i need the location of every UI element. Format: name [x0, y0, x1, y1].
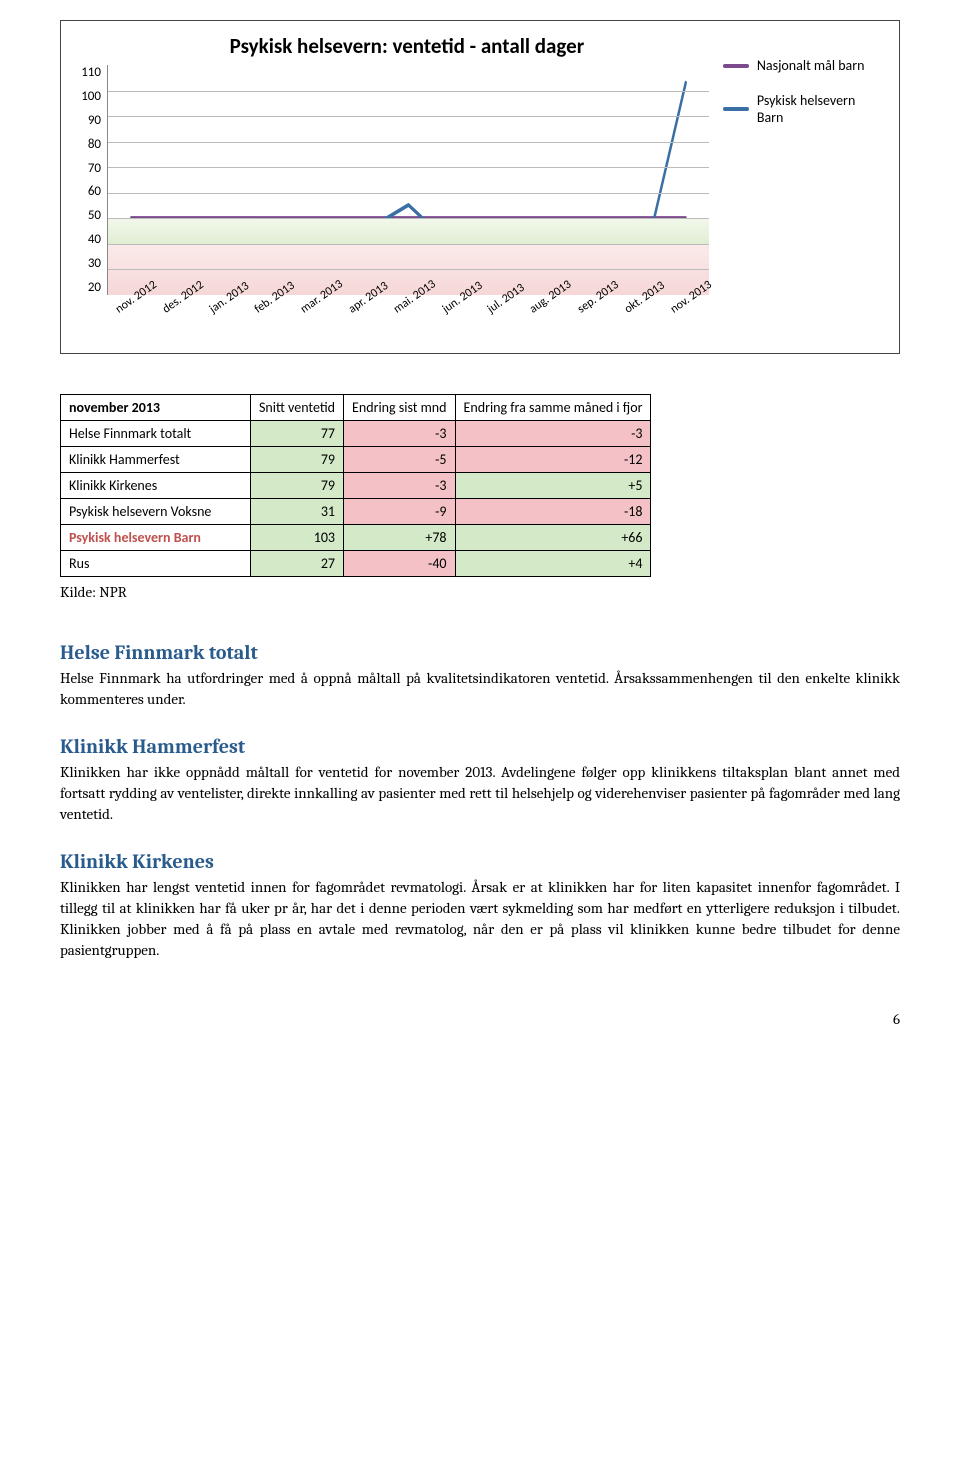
th-change-year: Endring fra samme måned i fjor	[455, 395, 651, 421]
cell: -40	[344, 551, 456, 577]
table-row: Klinikk Hammerfest79-5-12	[61, 447, 651, 473]
cell: +78	[344, 525, 456, 551]
cell: -3	[455, 421, 651, 447]
cell: -3	[344, 473, 456, 499]
chart-legend: Nasjonalt mål barn Psykisk helsevern Bar…	[723, 33, 885, 144]
grid-line	[108, 193, 709, 194]
x-axis: nov. 2012des. 2012jan. 2013feb. 2013mar.…	[107, 299, 709, 313]
row-label: Rus	[61, 551, 251, 577]
grid-line	[108, 91, 709, 92]
table-row: Psykisk helsevern Voksne31-9-18	[61, 499, 651, 525]
table-row: Klinikk Kirkenes79-3+5	[61, 473, 651, 499]
cell: 103	[251, 525, 344, 551]
legend-label: Psykisk helsevern Barn	[757, 92, 885, 126]
band-green	[108, 218, 709, 244]
y-axis: 110 100 90 80 70 60 50 40 30 20	[75, 65, 107, 295]
row-label: Helse Finnmark totalt	[61, 421, 251, 447]
section-body: Helse Finnmark ha utfordringer med å opp…	[60, 668, 900, 709]
y-tick: 100	[81, 89, 101, 104]
th-avg: Snitt ventetid	[251, 395, 344, 421]
cell: +4	[455, 551, 651, 577]
grid-line	[108, 116, 709, 117]
cell: 79	[251, 473, 344, 499]
table-row: Rus27-40+4	[61, 551, 651, 577]
table-body: Helse Finnmark totalt77-3-3Klinikk Hamme…	[61, 421, 651, 577]
legend-item: Nasjonalt mål barn	[723, 57, 885, 74]
cell: +66	[455, 525, 651, 551]
section-heading-hammerfest: Klinikk Hammerfest	[60, 735, 900, 758]
grid-line	[108, 269, 709, 270]
section-heading-kirkenes: Klinikk Kirkenes	[60, 850, 900, 873]
y-tick: 90	[88, 113, 101, 128]
legend-label: Nasjonalt mål barn	[757, 57, 865, 74]
waiting-time-table: november 2013 Snitt ventetid Endring sis…	[60, 394, 651, 577]
legend-swatch-0	[723, 64, 749, 68]
x-axis-wrap: nov. 2012des. 2012jan. 2013feb. 2013mar.…	[75, 299, 709, 343]
cell: -12	[455, 447, 651, 473]
cell: -3	[344, 421, 456, 447]
y-tick: 70	[88, 161, 101, 176]
cell: -5	[344, 447, 456, 473]
chart-container: Psykisk helsevern: ventetid - antall dag…	[60, 20, 900, 354]
th-change-month: Endring sist mnd	[344, 395, 456, 421]
cell: 31	[251, 499, 344, 525]
chart-plot-area: Psykisk helsevern: ventetid - antall dag…	[75, 33, 709, 343]
row-label: Psykisk helsevern Voksne	[61, 499, 251, 525]
y-tick: 60	[88, 184, 101, 199]
legend-swatch-1	[723, 107, 749, 111]
grid-line	[108, 218, 709, 219]
cell: -9	[344, 499, 456, 525]
th-period: november 2013	[61, 395, 251, 421]
section-body: Klinikken har lengst ventetid innen for …	[60, 877, 900, 960]
chart-title: Psykisk helsevern: ventetid - antall dag…	[105, 33, 709, 59]
table-row: Psykisk helsevern Barn103+78+66	[61, 525, 651, 551]
y-tick: 110	[81, 65, 101, 80]
row-label: Klinikk Kirkenes	[61, 473, 251, 499]
cell: 79	[251, 447, 344, 473]
source-label: Kilde: NPR	[60, 583, 900, 601]
grid-line	[108, 244, 709, 245]
y-tick: 30	[88, 256, 101, 271]
y-tick: 20	[88, 280, 101, 295]
plot-region	[107, 65, 709, 295]
grid-line	[108, 142, 709, 143]
section-heading-totalt: Helse Finnmark totalt	[60, 641, 900, 664]
y-tick: 50	[88, 208, 101, 223]
row-label: Psykisk helsevern Barn	[61, 525, 251, 551]
cell: 77	[251, 421, 344, 447]
cell: -18	[455, 499, 651, 525]
row-label: Klinikk Hammerfest	[61, 447, 251, 473]
y-tick: 80	[88, 137, 101, 152]
section-body: Klinikken har ikke oppnådd måltall for v…	[60, 762, 900, 824]
y-tick: 40	[88, 232, 101, 247]
plot-wrap: 110 100 90 80 70 60 50 40 30 20	[75, 65, 709, 295]
cell: 27	[251, 551, 344, 577]
table-header-row: november 2013 Snitt ventetid Endring sis…	[61, 395, 651, 421]
cell: +5	[455, 473, 651, 499]
page-number: 6	[60, 1010, 900, 1028]
legend-item: Psykisk helsevern Barn	[723, 92, 885, 126]
grid-line	[108, 167, 709, 168]
table-row: Helse Finnmark totalt77-3-3	[61, 421, 651, 447]
